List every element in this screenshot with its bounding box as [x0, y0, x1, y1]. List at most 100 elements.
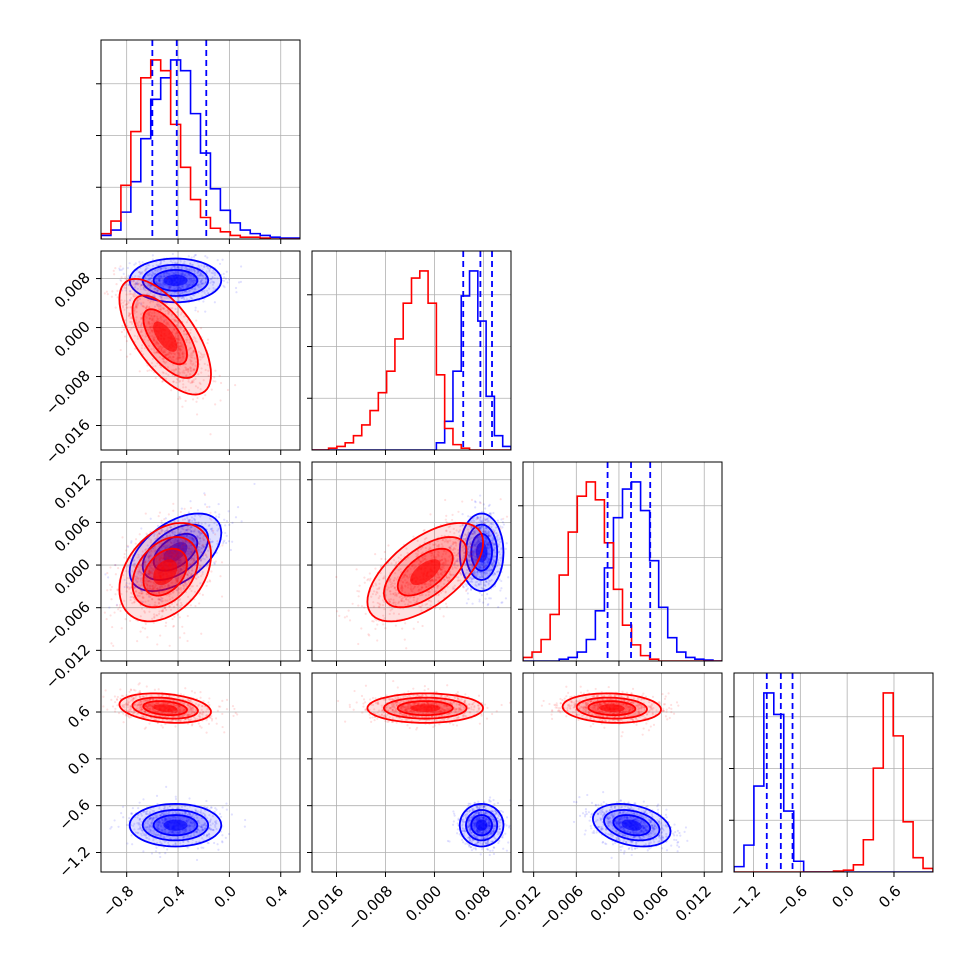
- scatter-point: [115, 283, 117, 285]
- scatter-point: [110, 589, 112, 591]
- scatter-point: [171, 618, 173, 620]
- scatter-point: [498, 578, 500, 580]
- scatter-point: [231, 522, 233, 524]
- scatter-point: [121, 276, 123, 278]
- scatter-point: [181, 406, 183, 408]
- scatter-point: [219, 399, 221, 401]
- scatter-point: [487, 542, 489, 544]
- scatter-point: [512, 545, 514, 547]
- scatter-point: [116, 290, 118, 292]
- scatter-point: [197, 310, 199, 312]
- scatter-point: [476, 578, 478, 580]
- scatter-point: [139, 370, 141, 372]
- scatter-point: [127, 545, 129, 547]
- scatter-point: [204, 394, 206, 396]
- panel-content: [91, 462, 300, 661]
- scatter-point: [200, 327, 202, 329]
- scatter-point: [151, 280, 153, 282]
- scatter-point: [500, 580, 502, 582]
- scatter-point: [478, 600, 480, 602]
- scatter-point: [478, 598, 480, 600]
- scatter-point: [344, 616, 346, 618]
- scatter-point: [138, 261, 140, 263]
- scatter-point: [136, 640, 138, 642]
- scatter-point: [124, 276, 126, 278]
- scatter-point: [226, 281, 228, 283]
- scatter-point: [110, 642, 112, 644]
- scatter-point: [374, 553, 376, 555]
- scatter-point: [107, 293, 109, 295]
- scatter-point: [214, 380, 216, 382]
- scatter-point: [226, 520, 228, 522]
- scatter-point: [114, 564, 116, 566]
- scatter-point: [152, 254, 154, 256]
- scatter-point: [497, 606, 499, 608]
- scatter-point: [503, 523, 505, 525]
- scatter-point: [128, 274, 130, 276]
- scatter-point: [141, 272, 143, 274]
- scatter-point: [157, 525, 159, 527]
- scatter-point: [204, 255, 206, 257]
- scatter-point: [384, 551, 386, 553]
- scatter-point: [471, 499, 473, 501]
- scatter-point: [110, 598, 112, 600]
- scatter-point: [119, 265, 121, 267]
- scatter-point: [150, 518, 152, 520]
- scatter-point: [179, 637, 181, 639]
- scatter-point: [120, 280, 122, 282]
- scatter-point: [148, 369, 150, 371]
- scatter-point: [94, 322, 96, 324]
- scatter-point: [505, 597, 507, 599]
- y-tick-label: 0.000: [51, 555, 94, 598]
- scatter-point: [178, 297, 180, 299]
- panel-content: [312, 251, 511, 450]
- scatter-point: [238, 281, 240, 283]
- scatter-point: [183, 514, 185, 516]
- scatter-point: [482, 601, 484, 603]
- scatter-point: [235, 287, 237, 289]
- scatter-point: [99, 559, 101, 561]
- scatter-point: [235, 516, 237, 518]
- scatter-point: [499, 525, 501, 527]
- scatter-point: [113, 611, 115, 613]
- scatter-point: [129, 353, 131, 355]
- scatter-point: [204, 503, 206, 505]
- scatter-point: [214, 563, 216, 565]
- scatter-point: [487, 603, 489, 605]
- scatter-point: [227, 389, 229, 391]
- panel-content: [101, 40, 300, 239]
- scatter-point: [471, 522, 473, 524]
- scatter-point: [173, 616, 175, 618]
- scatter-point: [156, 283, 158, 285]
- density-series-blue-contour: [164, 275, 188, 286]
- scatter-point: [204, 494, 206, 496]
- scatter-point: [161, 520, 163, 522]
- scatter-point: [216, 548, 218, 550]
- scatter-point: [130, 542, 132, 544]
- scatter-point: [181, 508, 183, 510]
- scatter-point: [216, 540, 218, 542]
- scatter-point: [173, 625, 175, 627]
- scatter-point: [228, 510, 230, 512]
- scatter-point: [188, 255, 190, 257]
- scatter-point: [501, 526, 503, 528]
- scatter-point: [485, 519, 487, 521]
- scatter-point: [194, 605, 196, 607]
- scatter-point: [253, 483, 255, 485]
- scatter-point: [221, 595, 223, 597]
- scatter-point: [145, 512, 147, 514]
- scatter-point: [215, 560, 217, 562]
- scatter-point: [181, 626, 183, 628]
- scatter-point: [218, 516, 220, 518]
- scatter-point: [119, 606, 121, 608]
- scatter-point: [91, 619, 93, 621]
- scatter-point: [401, 628, 403, 630]
- scatter-point: [225, 542, 227, 544]
- scatter-point: [223, 280, 225, 282]
- scatter-point: [228, 524, 230, 526]
- scatter-point: [115, 307, 117, 309]
- scatter-point: [404, 622, 406, 624]
- scatter-point: [138, 271, 140, 273]
- scatter-point: [219, 375, 221, 377]
